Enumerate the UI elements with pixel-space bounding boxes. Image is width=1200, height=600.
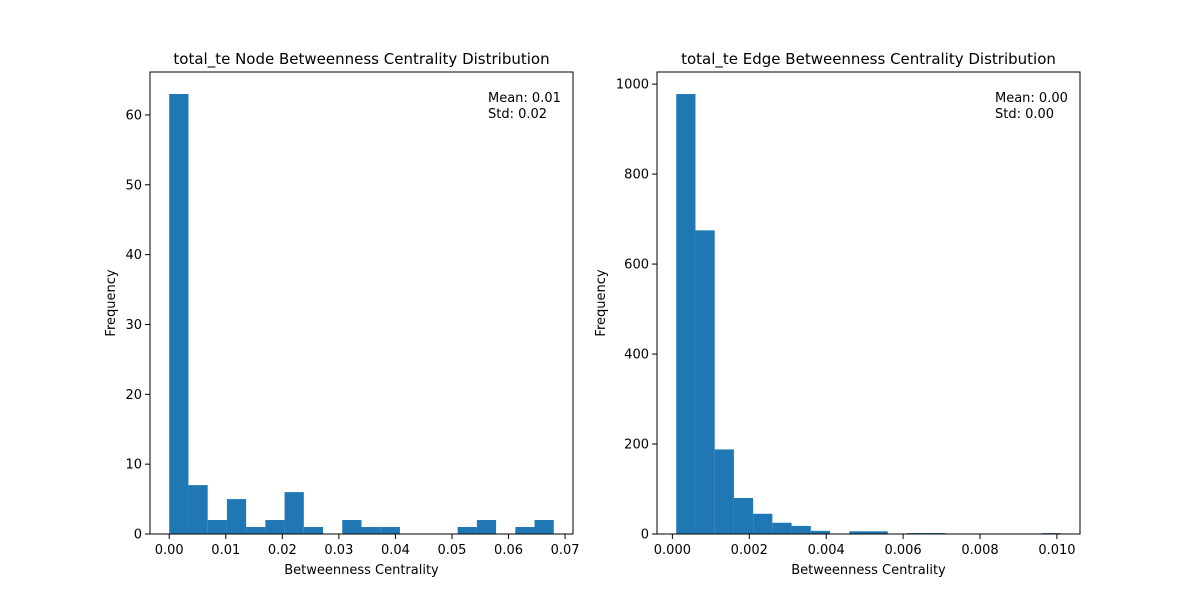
x-tick-label: 0.04 [381, 543, 410, 558]
histogram-bar [207, 520, 227, 534]
std-annotation: Std: 0.00 [995, 107, 1054, 122]
y-tick-label: 60 [125, 108, 142, 123]
histogram-bar [303, 527, 324, 534]
y-axis-ticks: 0 200 400 600 800 1000 [616, 78, 657, 543]
y-tick-label: 600 [624, 258, 649, 273]
x-tick-label: 0.000 [654, 543, 691, 558]
histogram-bar [733, 498, 754, 534]
y-tick-label: 0 [641, 528, 649, 543]
histogram-bar [246, 527, 266, 534]
histogram-bars [676, 94, 1061, 535]
axes-frame [656, 71, 1081, 535]
x-tick-label: 0.00 [155, 543, 184, 558]
histogram-bar [265, 520, 285, 534]
histogram-bar [457, 527, 477, 534]
histogram-bar [753, 513, 773, 534]
std-annotation: Std: 0.02 [488, 107, 547, 122]
y-tick-label: 800 [624, 168, 649, 183]
histogram-bar [515, 527, 535, 534]
x-tick-label: 0.01 [211, 543, 240, 558]
x-tick-label: 0.002 [731, 543, 768, 558]
y-tick-label: 50 [125, 178, 142, 193]
y-tick-label: 10 [125, 458, 142, 473]
x-tick-label: 0.06 [494, 543, 523, 558]
mean-annotation: Mean: 0.01 [488, 91, 561, 106]
node-betweenness-histogram: total_te Node Betweenness Centrality Dis… [104, 50, 580, 578]
chart-title: total_te Node Betweenness Centrality Dis… [173, 50, 549, 69]
histogram-bar [169, 94, 189, 534]
histogram-bar [695, 230, 715, 535]
x-tick-label: 0.02 [268, 543, 297, 558]
histogram-bar [284, 492, 304, 534]
y-axis-label: Frequency [104, 269, 119, 336]
y-axis-ticks: 0 10 20 30 40 50 60 [125, 108, 150, 543]
histogram-bar [226, 499, 247, 534]
histogram-bar [772, 522, 792, 534]
y-tick-label: 0 [134, 528, 142, 543]
histogram-bar [676, 94, 696, 534]
x-tick-label: 0.010 [1038, 543, 1075, 558]
axes-frame [149, 71, 574, 535]
x-axis-label: Betweenness Centrality [791, 563, 946, 578]
y-tick-label: 1000 [616, 78, 649, 93]
y-axis-label: Frequency [594, 269, 609, 336]
histogram-bar [342, 520, 362, 534]
mean-annotation: Mean: 0.00 [995, 91, 1068, 106]
x-tick-label: 0.07 [551, 543, 580, 558]
x-tick-label: 0.05 [438, 543, 467, 558]
histogram-bar [361, 527, 381, 534]
x-axis-ticks: 0.000 0.002 0.004 0.006 0.008 0.010 [654, 534, 1076, 558]
x-tick-label: 0.004 [808, 543, 845, 558]
histogram-bars [169, 94, 554, 534]
x-tick-label: 0.008 [961, 543, 998, 558]
histogram-bar [849, 531, 869, 534]
x-tick-label: 0.03 [324, 543, 353, 558]
y-tick-label: 400 [624, 348, 649, 363]
histogram-bar [380, 527, 400, 534]
chart-title: total_te Edge Betweenness Centrality Dis… [681, 50, 1056, 69]
histogram-bar [714, 449, 734, 534]
x-axis-label: Betweenness Centrality [284, 563, 439, 578]
y-tick-label: 30 [125, 318, 142, 333]
histogram-bar [188, 485, 208, 534]
histogram-bar [791, 525, 811, 534]
y-tick-label: 20 [125, 388, 142, 403]
x-tick-label: 0.006 [884, 543, 921, 558]
edge-betweenness-histogram: total_te Edge Betweenness Centrality Dis… [594, 50, 1081, 578]
y-tick-label: 40 [125, 248, 142, 263]
histogram-bar [476, 520, 497, 534]
histogram-bar [868, 531, 888, 534]
y-tick-label: 200 [624, 438, 649, 453]
x-axis-ticks: 0.00 0.01 0.02 0.03 0.04 0.05 0.06 0.07 [155, 534, 580, 558]
histogram-bar [534, 520, 554, 534]
histogram-bar [810, 530, 831, 534]
